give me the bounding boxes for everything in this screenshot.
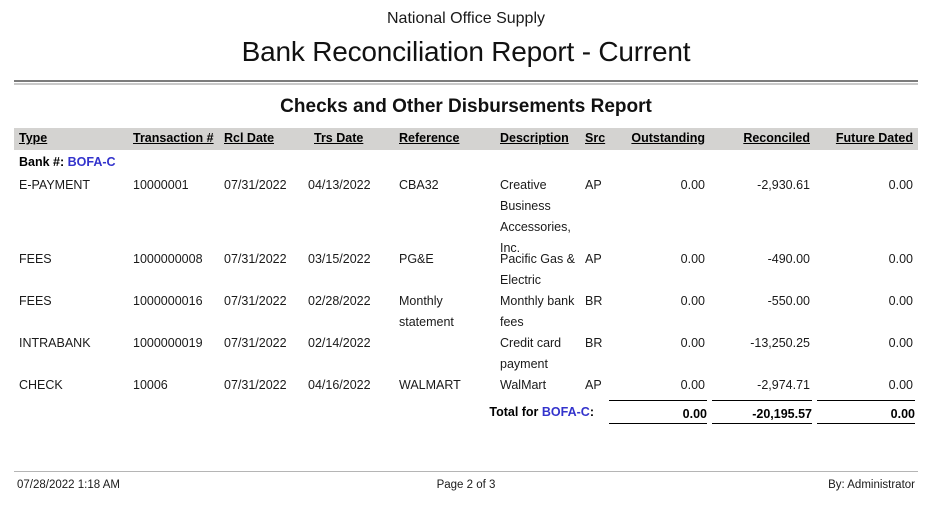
cell-future-dated: 0.00 — [888, 336, 913, 350]
column-header-transaction[interactable]: Transaction # — [133, 131, 214, 145]
cell-type: INTRABANK — [19, 336, 91, 350]
cell-reconciled: -2,974.71 — [757, 378, 810, 392]
cell-trs-date: 02/28/2022 — [308, 294, 371, 308]
cell-outstanding: 0.00 — [680, 294, 705, 308]
cell-rcl-date: 07/31/2022 — [224, 294, 287, 308]
page-footer: 07/28/2022 1:18 AM Page 2 of 3 By: Admin… — [0, 471, 932, 498]
cell-trs-date: 02/14/2022 — [308, 336, 371, 350]
cell-type: E-PAYMENT — [19, 178, 91, 192]
cell-description: Monthly bank fees — [500, 294, 575, 329]
cell-src: BR — [585, 336, 603, 350]
cell-type: CHECK — [19, 378, 63, 392]
footer-author: By: Administrator — [828, 479, 915, 491]
report-table: Type Transaction # Rcl Date Trs Date Ref… — [14, 128, 918, 428]
cell-type: FEES — [19, 294, 52, 308]
cell-description: Creative Business Accessories, Inc. — [500, 178, 571, 255]
table-row[interactable]: FEES 1000000008 07/31/2022 03/15/2022 PG… — [14, 249, 918, 291]
column-header-trs-date[interactable]: Trs Date — [314, 131, 364, 145]
column-header-type[interactable]: Type — [19, 131, 48, 145]
cell-reference: CBA32 — [399, 178, 439, 192]
cell-outstanding: 0.00 — [680, 336, 705, 350]
bank-label: Bank #: — [19, 155, 65, 169]
column-header-description[interactable]: Description — [500, 131, 569, 145]
cell-transaction: 1000000019 — [133, 336, 203, 350]
cell-reconciled: -490.00 — [767, 252, 810, 266]
cell-src: BR — [585, 294, 603, 308]
cell-future-dated: 0.00 — [888, 294, 913, 308]
cell-transaction: 10000001 — [133, 178, 189, 192]
cell-src: AP — [585, 252, 602, 266]
footer-divider — [14, 471, 918, 472]
cell-outstanding: 0.00 — [680, 378, 705, 392]
cell-trs-date: 03/15/2022 — [308, 252, 371, 266]
cell-trs-date: 04/13/2022 — [308, 178, 371, 192]
cell-future-dated: 0.00 — [888, 252, 913, 266]
totals-label: Total for BOFA-C: — [394, 405, 594, 419]
total-future-dated: 0.00 — [817, 400, 915, 424]
total-reconciled: -20,195.57 — [712, 400, 812, 424]
footer-timestamp: 07/28/2022 1:18 AM — [17, 479, 120, 491]
table-row[interactable]: FEES 1000000016 07/31/2022 02/28/2022 Mo… — [14, 291, 918, 333]
cell-transaction: 1000000016 — [133, 294, 203, 308]
cell-type: FEES — [19, 252, 52, 266]
column-header-reference[interactable]: Reference — [399, 131, 460, 145]
cell-description: Credit card payment — [500, 336, 562, 371]
column-header-future-dated[interactable]: Future Dated — [835, 131, 913, 145]
column-header-src[interactable]: Src — [585, 131, 606, 145]
cell-future-dated: 0.00 — [888, 378, 913, 392]
cell-reconciled: -550.00 — [767, 294, 810, 308]
cell-transaction: 1000000008 — [133, 252, 203, 266]
table-row[interactable]: INTRABANK 1000000019 07/31/2022 02/14/20… — [14, 333, 918, 375]
bank-group-header: Bank #: BOFA-C — [14, 150, 918, 169]
total-outstanding: 0.00 — [609, 400, 707, 424]
section-title: Checks and Other Disbursements Report — [280, 96, 652, 117]
cell-future-dated: 0.00 — [888, 178, 913, 192]
cell-reference: Monthly statement — [399, 294, 454, 329]
cell-reference: WALMART — [399, 378, 461, 392]
totals-row: Total for BOFA-C: 0.00 -20,195.57 0.00 — [14, 400, 918, 428]
column-header-reconciled[interactable]: Reconciled — [743, 131, 810, 145]
page-header: National Office Supply Bank Reconciliati… — [0, 0, 932, 72]
cell-rcl-date: 07/31/2022 — [224, 378, 287, 392]
page-title: Bank Reconciliation Report - Current — [241, 36, 691, 67]
cell-trs-date: 04/16/2022 — [308, 378, 371, 392]
header-divider — [14, 80, 918, 85]
totals-label-suffix: : — [589, 405, 594, 419]
cell-reference: PG&E — [399, 252, 434, 266]
table-row[interactable]: CHECK 10006 07/31/2022 04/16/2022 WALMAR… — [14, 375, 918, 398]
column-header-outstanding[interactable]: Outstanding — [631, 131, 705, 145]
cell-description: Pacific Gas & Electric — [500, 252, 576, 287]
footer-page-number: Page 2 of 3 — [436, 479, 496, 491]
column-header-rcl-date[interactable]: Rcl Date — [224, 131, 275, 145]
table-row[interactable]: E-PAYMENT 10000001 07/31/2022 04/13/2022… — [14, 175, 918, 255]
cell-src: AP — [585, 378, 602, 392]
cell-rcl-date: 07/31/2022 — [224, 252, 287, 266]
table-body: E-PAYMENT 10000001 07/31/2022 04/13/2022… — [14, 175, 918, 398]
cell-reconciled: -2,930.61 — [757, 178, 810, 192]
cell-src: AP — [585, 178, 602, 192]
totals-label-bank: BOFA-C — [541, 405, 590, 419]
cell-transaction: 10006 — [133, 378, 168, 392]
company-name: National Office Supply — [386, 10, 545, 27]
cell-description: WalMart — [500, 378, 547, 392]
table-column-headers: Type Transaction # Rcl Date Trs Date Ref… — [14, 128, 918, 150]
cell-rcl-date: 07/31/2022 — [224, 336, 287, 350]
cell-reconciled: -13,250.25 — [750, 336, 810, 350]
cell-outstanding: 0.00 — [680, 252, 705, 266]
cell-rcl-date: 07/31/2022 — [224, 178, 287, 192]
bank-number[interactable]: BOFA-C — [67, 155, 116, 169]
totals-label-prefix: Total for — [489, 405, 542, 419]
cell-outstanding: 0.00 — [680, 178, 705, 192]
